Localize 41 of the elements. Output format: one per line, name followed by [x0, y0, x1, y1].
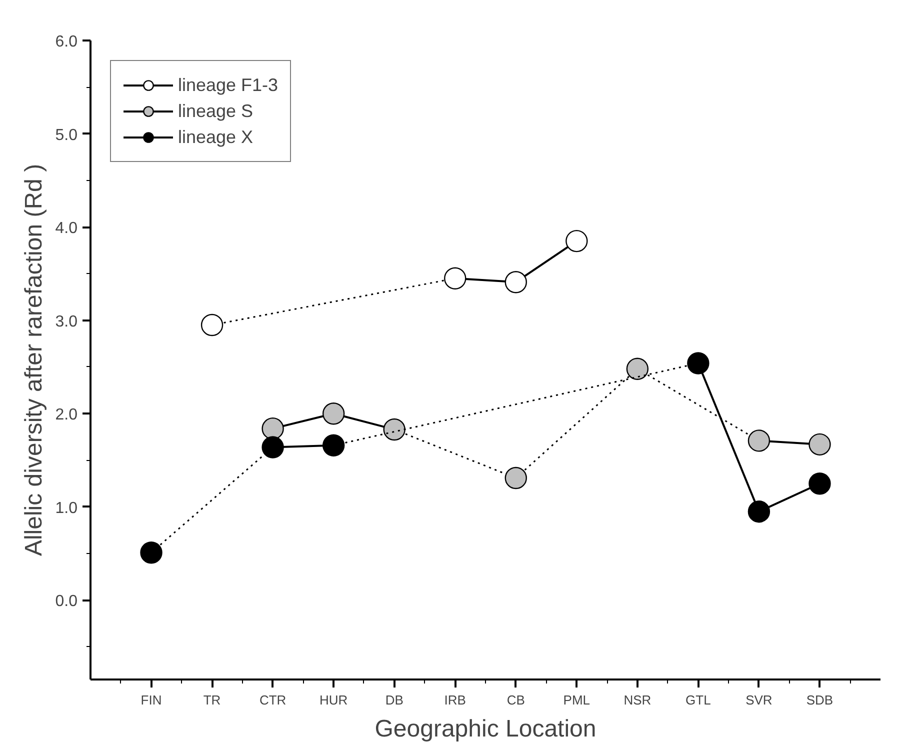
point: [504, 466, 527, 490]
x-tick-label: CTR: [259, 692, 286, 708]
x-axis-title: Geographic Location: [374, 716, 596, 742]
x-tick-label: FIN: [140, 692, 162, 708]
point: [808, 433, 831, 456]
point: [687, 352, 710, 374]
point: [383, 418, 406, 441]
y-tick-label: 1.0: [55, 500, 78, 517]
y-axis-title: Allelic diversity after rarefaction (Rd ): [20, 164, 48, 556]
x-tick-label: SDB: [806, 692, 834, 708]
x-tick-label: GTL: [686, 692, 711, 708]
point: [140, 542, 162, 564]
x-tick-label: CB: [506, 692, 525, 708]
point: [444, 267, 466, 290]
legend-label: lineage X: [178, 126, 254, 148]
y-tick-label: 2.0: [55, 406, 78, 424]
point: [504, 271, 527, 294]
x-tick-label: PML: [563, 692, 590, 708]
point: [626, 358, 649, 380]
y-tick-label: 4.0: [55, 220, 78, 238]
legend-label: lineage F1-3: [178, 74, 278, 96]
x-tick-label: TR: [203, 692, 221, 708]
x-tick-label: SVR: [746, 692, 772, 708]
point: [808, 472, 831, 495]
x-tick-label: DB: [385, 692, 404, 708]
point: [262, 436, 284, 458]
x-tick-label: IRB: [444, 692, 466, 708]
point: [322, 434, 345, 456]
x-tick-label: NSR: [624, 692, 652, 708]
point: [748, 500, 770, 523]
y-tick-label: 0.0: [55, 593, 78, 610]
y-tick-label: 5.0: [55, 126, 78, 144]
point: [748, 430, 770, 452]
point: [566, 230, 588, 252]
point: [200, 314, 224, 336]
legend-label: lineage S: [178, 100, 254, 122]
x-tick-label: HUR: [319, 692, 348, 708]
point: [262, 417, 284, 440]
y-tick-label: 6.0: [55, 34, 78, 50]
point: [322, 402, 345, 425]
y-tick-label: 3.0: [55, 313, 78, 330]
